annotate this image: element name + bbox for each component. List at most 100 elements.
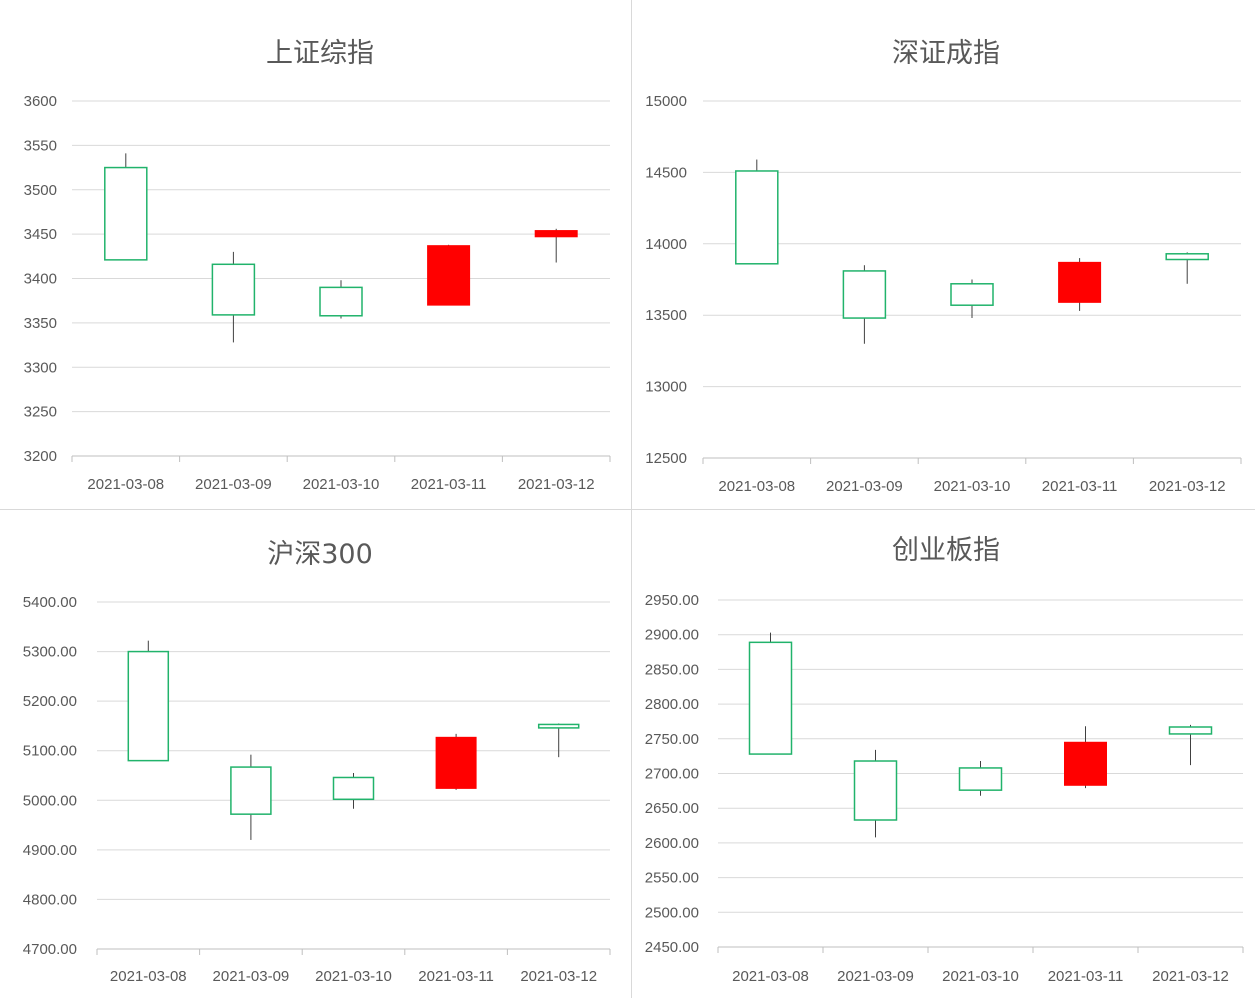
- candle-body-up: [853, 760, 898, 821]
- y-tick-label: 13000: [645, 379, 687, 396]
- x-tick-label: 2021-03-12: [1149, 478, 1226, 495]
- candle: [1168, 724, 1213, 766]
- candlestick-chart-csi300: 沪深300 4700.00 4800.00 4900.00 5000.00 5100.00…: [23, 539, 611, 985]
- y-tick-label: 3350: [24, 315, 57, 332]
- y-tick-label: 2600.00: [645, 835, 699, 852]
- candle: [1165, 252, 1209, 284]
- chart-title: 创业板指: [892, 535, 1000, 566]
- candle-body-down: [1058, 261, 1102, 303]
- y-tick-label: 13500: [645, 307, 687, 324]
- x-tick-label: 2021-03-11: [411, 476, 487, 493]
- chart-panel-sse-composite: 上证综指 3200 3250 3300 3350 3400 3450 3500 3550 3600…: [0, 0, 630, 508]
- candle: [319, 280, 363, 319]
- y-tick-label: 5300.00: [23, 644, 77, 661]
- chart-panel-szse-component: 深证成指 12500 13000 13500 14000 14500 15000 2021-0…: [633, 0, 1255, 508]
- candle-body-up: [127, 650, 170, 762]
- y-tick-label: 2900.00: [645, 627, 699, 644]
- candle: [534, 228, 578, 263]
- candle-body-up: [319, 286, 363, 317]
- candle-body-up: [332, 776, 375, 801]
- candle: [537, 723, 580, 758]
- y-tick-label: 2500.00: [645, 904, 699, 921]
- chart-panel-csi300: 沪深300 4700.00 4800.00 4900.00 5000.00 5100.00…: [0, 511, 630, 998]
- y-tick-label: 3550: [24, 137, 57, 154]
- candle-body-up: [230, 766, 272, 815]
- x-tick-label: 2021-03-11: [418, 968, 494, 985]
- x-tick-label: 2021-03-12: [520, 968, 597, 985]
- y-tick-label: 14500: [645, 164, 687, 181]
- candle-body-up: [748, 641, 793, 755]
- candle: [748, 632, 793, 755]
- candle-body-up: [958, 767, 1003, 791]
- y-tick-label: 5000.00: [23, 792, 77, 809]
- y-tick-label: 2750.00: [645, 731, 699, 748]
- x-tick-label: 2021-03-11: [1042, 478, 1118, 495]
- y-tick-label: 2800.00: [645, 696, 699, 713]
- candle-body-up: [211, 263, 256, 316]
- y-tick-label: 14000: [645, 236, 687, 253]
- y-tick-label: 2450.00: [645, 939, 699, 956]
- y-tick-label: 4900.00: [23, 842, 77, 859]
- candle-body-up: [735, 170, 779, 265]
- candle: [427, 244, 471, 306]
- candle: [332, 773, 375, 809]
- candle: [853, 749, 898, 838]
- candle: [1064, 726, 1107, 789]
- y-tick-label: 3450: [24, 226, 57, 243]
- x-tick-label: 2021-03-10: [303, 476, 380, 493]
- y-tick-label: 2550.00: [645, 870, 699, 887]
- candle-body-down: [427, 245, 471, 306]
- candle-body-down: [534, 230, 578, 238]
- candlestick-chart-szse-component: 深证成指 12500 13000 13500 14000 14500 15000 2021-0…: [645, 38, 1242, 495]
- y-tick-label: 2950.00: [645, 592, 699, 609]
- candle-body-down: [1064, 741, 1107, 786]
- candle-body-down: [435, 736, 477, 789]
- y-tick-label: 3400: [24, 271, 57, 288]
- candlestick-chart-chinext: 创业板指 2450.00 2500.00 2550.00 2600.00 2650.00 2…: [645, 535, 1244, 985]
- candle: [735, 159, 779, 265]
- x-tick-label: 2021-03-10: [942, 968, 1019, 985]
- x-tick-label: 2021-03-09: [837, 968, 914, 985]
- y-tick-label: 5100.00: [23, 743, 77, 760]
- x-tick-label: 2021-03-08: [87, 476, 164, 493]
- x-tick-label: 2021-03-12: [1152, 968, 1229, 985]
- candle-body-up: [537, 723, 580, 729]
- candle-body-up: [1168, 726, 1213, 735]
- x-tick-label: 2021-03-08: [110, 968, 187, 985]
- x-tick-label: 2021-03-10: [315, 968, 392, 985]
- x-tick-label: 2021-03-11: [1048, 968, 1124, 985]
- y-tick-label: 3250: [24, 404, 57, 421]
- candle: [211, 251, 256, 343]
- candle: [842, 265, 887, 344]
- y-tick-label: 4700.00: [23, 941, 77, 958]
- candle: [950, 279, 994, 319]
- chart-title: 深证成指: [892, 38, 1000, 69]
- candle: [1058, 258, 1102, 311]
- chart-title: 沪深300: [267, 539, 373, 570]
- candle-body-up: [104, 166, 148, 261]
- vertical-divider: [631, 0, 632, 998]
- candle: [958, 761, 1003, 796]
- x-tick-label: 2021-03-08: [718, 478, 795, 495]
- y-tick-label: 2850.00: [645, 661, 699, 678]
- x-tick-label: 2021-03-09: [195, 476, 272, 493]
- x-tick-label: 2021-03-08: [732, 968, 809, 985]
- y-tick-label: 5400.00: [23, 594, 77, 611]
- y-tick-label: 3600: [24, 93, 57, 110]
- candle: [435, 733, 477, 790]
- y-tick-label: 2700.00: [645, 766, 699, 783]
- y-tick-label: 12500: [645, 450, 687, 467]
- candle: [104, 153, 148, 261]
- candle: [127, 640, 170, 762]
- x-tick-label: 2021-03-09: [826, 478, 903, 495]
- candle-body-up: [1165, 253, 1209, 261]
- candle-body-up: [950, 283, 994, 306]
- x-tick-label: 2021-03-12: [518, 476, 595, 493]
- x-tick-label: 2021-03-09: [213, 968, 290, 985]
- y-tick-label: 15000: [645, 93, 687, 110]
- y-tick-label: 3300: [24, 359, 57, 376]
- y-tick-label: 2650.00: [645, 800, 699, 817]
- chart-panel-chinext: 创业板指 2450.00 2500.00 2550.00 2600.00 2650.00 2…: [633, 511, 1255, 998]
- candle: [230, 754, 272, 840]
- y-tick-label: 4800.00: [23, 891, 77, 908]
